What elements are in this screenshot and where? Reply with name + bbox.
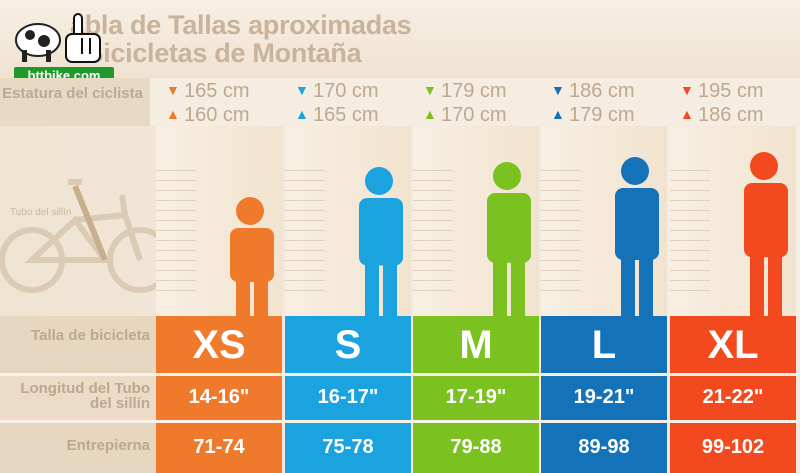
height-row (0, 78, 800, 126)
page-subtitle: Bicicletas de Montaña (84, 38, 362, 68)
ruler-ticks (285, 170, 325, 300)
tube-label: Tubo del sillín (10, 207, 71, 218)
ruler-ticks (156, 170, 196, 300)
down-triangle-icon: ▼ (551, 82, 565, 98)
height-min: 186 cm (698, 104, 764, 126)
height-cell-s: ▼ 170 cm ▲ 165 cm (285, 78, 413, 126)
up-triangle-icon: ▲ (295, 106, 309, 122)
height-min: 170 cm (441, 104, 507, 126)
ruler-ticks (541, 170, 581, 300)
down-triangle-icon: ▼ (423, 82, 437, 98)
down-triangle-icon: ▼ (680, 82, 694, 98)
tube-length-cell: 17-19" (413, 374, 539, 421)
height-cell-xs: ▼ 165 cm ▲ 160 cm (156, 78, 284, 126)
height-label: Estatura del ciclista (2, 85, 143, 102)
page-title: abla de Tallas aproximadas (70, 10, 412, 40)
down-triangle-icon: ▼ (295, 82, 309, 98)
height-max: 186 cm (569, 80, 635, 102)
up-triangle-icon: ▲ (166, 106, 180, 122)
tube-length-cell: 21-22" (670, 374, 796, 421)
inseam-cell: 99-102 (670, 421, 796, 473)
header: abla de Tallas aproximadas Bicicletas de… (0, 0, 800, 78)
person-icon (471, 161, 535, 321)
size-cell-m: M (413, 316, 539, 374)
logo: bttbike.com (8, 10, 114, 84)
bike-diagram: Tubo del sillín (0, 160, 173, 310)
height-min: 165 cm (313, 104, 379, 126)
size-cell-xl: XL (670, 316, 796, 374)
down-triangle-icon: ▼ (166, 82, 180, 98)
size-cell-s: S (285, 316, 411, 374)
height-max: 179 cm (441, 80, 507, 102)
size-cell-xs: XS (156, 316, 282, 374)
inseam-cell: 79-88 (413, 421, 539, 473)
person-icon (728, 151, 792, 321)
size-label: Talla de bicicleta (31, 327, 150, 344)
tube-length-label: Longitud del Tubo del sillín (20, 380, 150, 412)
person-icon (599, 156, 663, 321)
height-max: 165 cm (184, 80, 250, 102)
height-cell-m: ▼ 179 cm ▲ 170 cm (413, 78, 541, 126)
height-min: 179 cm (569, 104, 635, 126)
divider (0, 420, 800, 423)
tube-length-cell: 16-17" (285, 374, 411, 421)
inseam-cell: 71-74 (156, 421, 282, 473)
inseam-label: Entrepierna (66, 437, 150, 454)
inseam-cell: 75-78 (285, 421, 411, 473)
height-cell-xl: ▼ 195 cm ▲ 186 cm (670, 78, 798, 126)
person-icon (214, 196, 278, 321)
size-label-bg (0, 316, 156, 374)
divider (0, 373, 800, 376)
tube-length-cell: 19-21" (541, 374, 667, 421)
inseam-label-bg (0, 421, 156, 473)
height-cell-l: ▼ 186 cm ▲ 179 cm (541, 78, 669, 126)
size-cell-l: L (541, 316, 667, 374)
logo-icon (15, 13, 101, 63)
up-triangle-icon: ▲ (680, 106, 694, 122)
tube-label-bg (0, 374, 156, 421)
ruler-ticks (670, 170, 710, 300)
height-max: 195 cm (698, 80, 764, 102)
height-min: 160 cm (184, 104, 250, 126)
tube-length-cell: 14-16" (156, 374, 282, 421)
ruler-ticks (413, 170, 453, 300)
up-triangle-icon: ▲ (423, 106, 437, 122)
height-max: 170 cm (313, 80, 379, 102)
inseam-cell: 89-98 (541, 421, 667, 473)
bike-icon: Tubo del sillín (0, 179, 173, 293)
up-triangle-icon: ▲ (551, 106, 565, 122)
person-icon (343, 166, 407, 321)
